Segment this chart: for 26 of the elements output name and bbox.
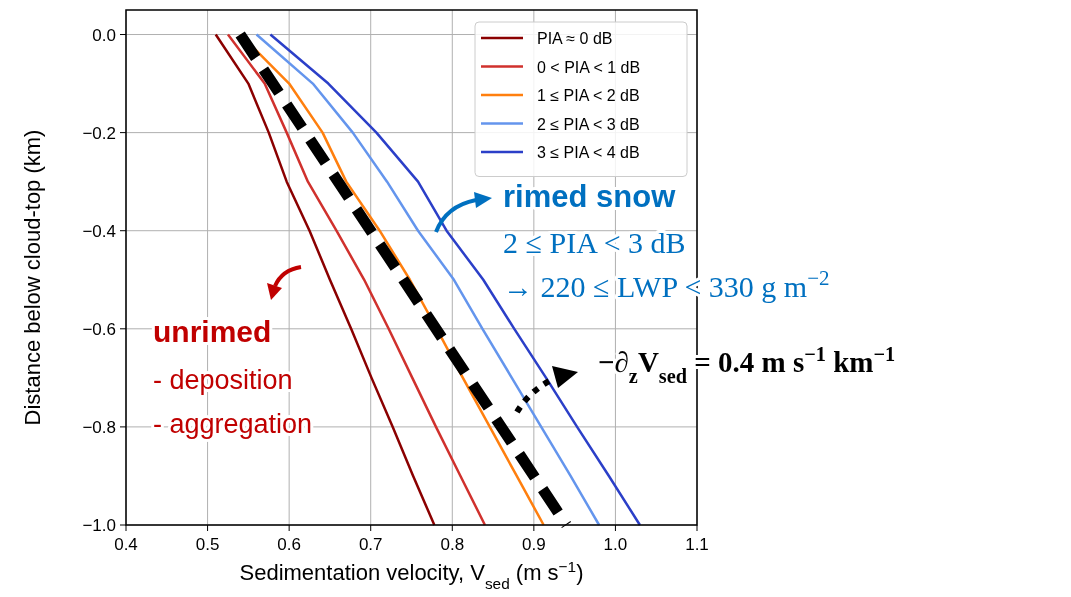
annotation: rimed snow xyxy=(503,179,677,214)
x-tick-label: 1.1 xyxy=(685,535,709,554)
y-tick-label: −0.4 xyxy=(82,221,116,241)
x-tick-label: 0.4 xyxy=(114,535,138,554)
legend-label: 0 < PIA < 1 dB xyxy=(537,58,641,76)
legend-label: 2 ≤ PIA < 3 dB xyxy=(537,115,640,133)
y-tick-label: −0.2 xyxy=(82,123,116,143)
y-tick-label: −0.8 xyxy=(82,417,116,437)
x-tick-label: 0.8 xyxy=(440,535,465,554)
x-tick-label: 0.6 xyxy=(277,535,301,554)
y-tick-label: −0.6 xyxy=(82,319,116,339)
legend-label: 3 ≤ PIA < 4 dB xyxy=(537,144,640,161)
annotation: - deposition xyxy=(153,365,293,395)
legend-label: PIA ≈ 0 dB xyxy=(537,30,613,47)
annotation: - aggregation xyxy=(153,409,313,439)
y-axis-title: Distance below cloud-top (km) xyxy=(20,129,45,426)
x-tick-label: 0.9 xyxy=(522,535,546,554)
x-tick-label: 0.7 xyxy=(358,535,383,554)
x-axis-title: Sedimentation velocity, V$_{sed}$ (m s$^{−1}$) xyxy=(239,557,584,592)
y-tick-label: 0.0 xyxy=(92,25,116,45)
y-tick-label: −1.0 xyxy=(82,516,116,535)
annotation: unrimed xyxy=(153,315,272,348)
x-tick-label: 1.0 xyxy=(603,535,628,554)
annotation: 2 ≤ PIA < 3 dB xyxy=(503,226,686,259)
legend-label: 1 ≤ PIA < 2 dB xyxy=(537,87,640,104)
x-tick-label: 0.5 xyxy=(195,535,220,554)
